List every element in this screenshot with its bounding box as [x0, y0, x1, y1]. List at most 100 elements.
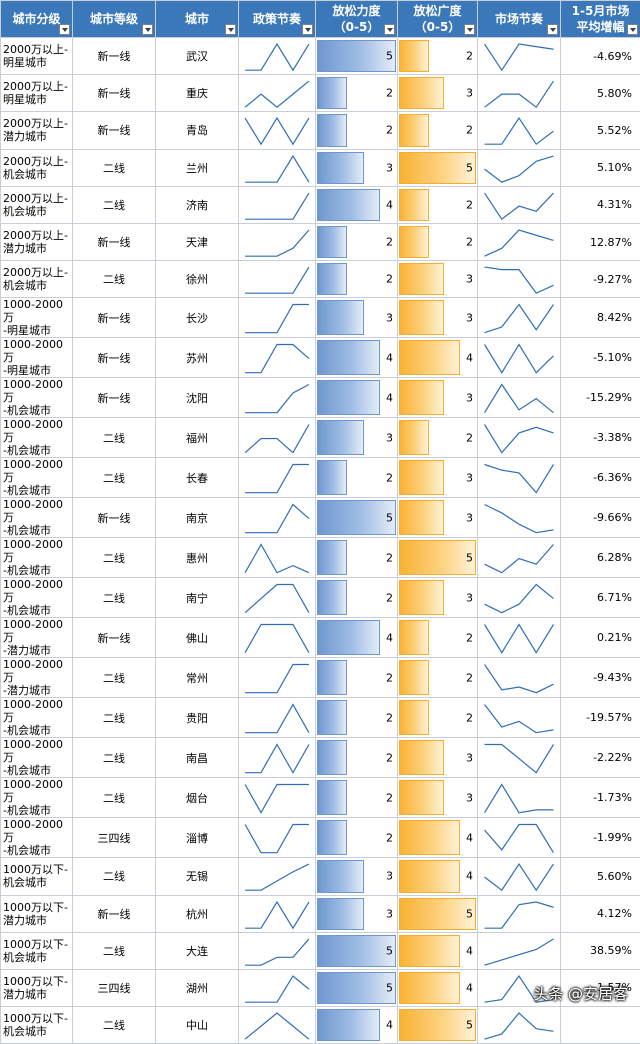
cell-intensity[interactable]: 4 — [316, 618, 398, 658]
cell-market-rhythm[interactable] — [478, 858, 561, 895]
cell-growth[interactable]: -2.22% — [561, 738, 640, 778]
cell-market-rhythm[interactable] — [478, 578, 561, 618]
cell-city[interactable]: 常州 — [156, 658, 239, 698]
cell-market-rhythm[interactable] — [478, 778, 561, 818]
cell-segment[interactable]: 1000-2000万-机会城市 — [1, 418, 73, 458]
cell-growth[interactable]: -5.10% — [561, 338, 640, 378]
cell-intensity[interactable]: 4 — [316, 378, 398, 418]
cell-market-rhythm[interactable] — [478, 498, 561, 538]
cell-breadth[interactable]: 2 — [398, 418, 478, 458]
cell-breadth[interactable]: 3 — [398, 498, 478, 538]
cell-city[interactable]: 南京 — [156, 498, 239, 538]
cell-growth[interactable]: 12.87% — [561, 223, 640, 260]
cell-tier[interactable]: 三四线 — [73, 818, 156, 858]
cell-breadth[interactable]: 2 — [398, 223, 478, 260]
cell-tier[interactable]: 二线 — [73, 186, 156, 223]
cell-intensity[interactable]: 3 — [316, 149, 398, 186]
cell-tier[interactable]: 二线 — [73, 538, 156, 578]
cell-segment[interactable]: 1000万以下-机会城市 — [1, 1007, 73, 1044]
cell-policy-rhythm[interactable] — [239, 149, 316, 186]
cell-segment[interactable]: 2000万以上-机会城市 — [1, 261, 73, 298]
filter-dropdown-icon[interactable] — [627, 24, 638, 35]
cell-policy-rhythm[interactable] — [239, 418, 316, 458]
cell-city[interactable]: 南宁 — [156, 578, 239, 618]
filter-dropdown-icon[interactable] — [59, 24, 70, 35]
cell-tier[interactable]: 二线 — [73, 458, 156, 498]
cell-intensity[interactable]: 2 — [316, 818, 398, 858]
cell-city[interactable]: 南昌 — [156, 738, 239, 778]
cell-intensity[interactable]: 4 — [316, 1007, 398, 1044]
cell-market-rhythm[interactable] — [478, 378, 561, 418]
cell-growth[interactable]: -9.66% — [561, 498, 640, 538]
cell-market-rhythm[interactable] — [478, 932, 561, 969]
cell-segment[interactable]: 1000-2000万-明星城市 — [1, 338, 73, 378]
cell-tier[interactable]: 三四线 — [73, 969, 156, 1006]
cell-city[interactable]: 武汉 — [156, 38, 239, 75]
cell-tier[interactable]: 新一线 — [73, 223, 156, 260]
cell-policy-rhythm[interactable] — [239, 378, 316, 418]
cell-intensity[interactable]: 3 — [316, 298, 398, 338]
cell-growth[interactable]: -6.36% — [561, 458, 640, 498]
cell-intensity[interactable]: 4 — [316, 186, 398, 223]
cell-policy-rhythm[interactable] — [239, 1007, 316, 1044]
cell-policy-rhythm[interactable] — [239, 75, 316, 112]
cell-city[interactable]: 中山 — [156, 1007, 239, 1044]
cell-tier[interactable]: 二线 — [73, 149, 156, 186]
filter-dropdown-icon[interactable] — [302, 24, 313, 35]
cell-intensity[interactable]: 3 — [316, 858, 398, 895]
cell-growth[interactable]: 5.52% — [561, 112, 640, 149]
cell-city[interactable]: 长春 — [156, 458, 239, 498]
cell-breadth[interactable]: 3 — [398, 578, 478, 618]
cell-city[interactable]: 长沙 — [156, 298, 239, 338]
cell-intensity[interactable]: 2 — [316, 223, 398, 260]
cell-tier[interactable]: 新一线 — [73, 895, 156, 932]
cell-city[interactable]: 贵阳 — [156, 698, 239, 738]
cell-growth[interactable]: 5.60% — [561, 858, 640, 895]
cell-growth[interactable]: -19.57% — [561, 698, 640, 738]
cell-segment[interactable]: 1000万以下-潜力城市 — [1, 969, 73, 1006]
cell-tier[interactable]: 二线 — [73, 261, 156, 298]
cell-market-rhythm[interactable] — [478, 186, 561, 223]
cell-city[interactable]: 惠州 — [156, 538, 239, 578]
cell-policy-rhythm[interactable] — [239, 112, 316, 149]
cell-breadth[interactable]: 2 — [398, 186, 478, 223]
cell-city[interactable]: 青岛 — [156, 112, 239, 149]
cell-segment[interactable]: 1000-2000万-机会城市 — [1, 778, 73, 818]
cell-segment[interactable]: 1000-2000万-潜力城市 — [1, 658, 73, 698]
cell-segment[interactable]: 2000万以上-机会城市 — [1, 186, 73, 223]
cell-market-rhythm[interactable] — [478, 338, 561, 378]
cell-market-rhythm[interactable] — [478, 38, 561, 75]
cell-growth[interactable]: 6.71% — [561, 578, 640, 618]
cell-market-rhythm[interactable] — [478, 698, 561, 738]
cell-breadth[interactable]: 5 — [398, 149, 478, 186]
cell-breadth[interactable]: 2 — [398, 38, 478, 75]
cell-policy-rhythm[interactable] — [239, 658, 316, 698]
cell-growth[interactable]: -3.38% — [561, 418, 640, 458]
cell-tier[interactable]: 二线 — [73, 658, 156, 698]
cell-growth[interactable] — [561, 1007, 640, 1044]
cell-segment[interactable]: 1000-2000万-机会城市 — [1, 498, 73, 538]
cell-intensity[interactable]: 2 — [316, 75, 398, 112]
cell-breadth[interactable]: 4 — [398, 932, 478, 969]
cell-growth[interactable]: -1.73% — [561, 778, 640, 818]
cell-policy-rhythm[interactable] — [239, 778, 316, 818]
cell-market-rhythm[interactable] — [478, 223, 561, 260]
cell-tier[interactable]: 新一线 — [73, 378, 156, 418]
cell-market-rhythm[interactable] — [478, 261, 561, 298]
cell-tier[interactable]: 二线 — [73, 1007, 156, 1044]
cell-breadth[interactable]: 5 — [398, 538, 478, 578]
cell-segment[interactable]: 1000万以下-潜力城市 — [1, 895, 73, 932]
cell-growth[interactable]: 4.12% — [561, 895, 640, 932]
cell-intensity[interactable]: 5 — [316, 932, 398, 969]
cell-segment[interactable]: 2000万以上-机会城市 — [1, 149, 73, 186]
cell-tier[interactable]: 新一线 — [73, 618, 156, 658]
cell-policy-rhythm[interactable] — [239, 969, 316, 1006]
